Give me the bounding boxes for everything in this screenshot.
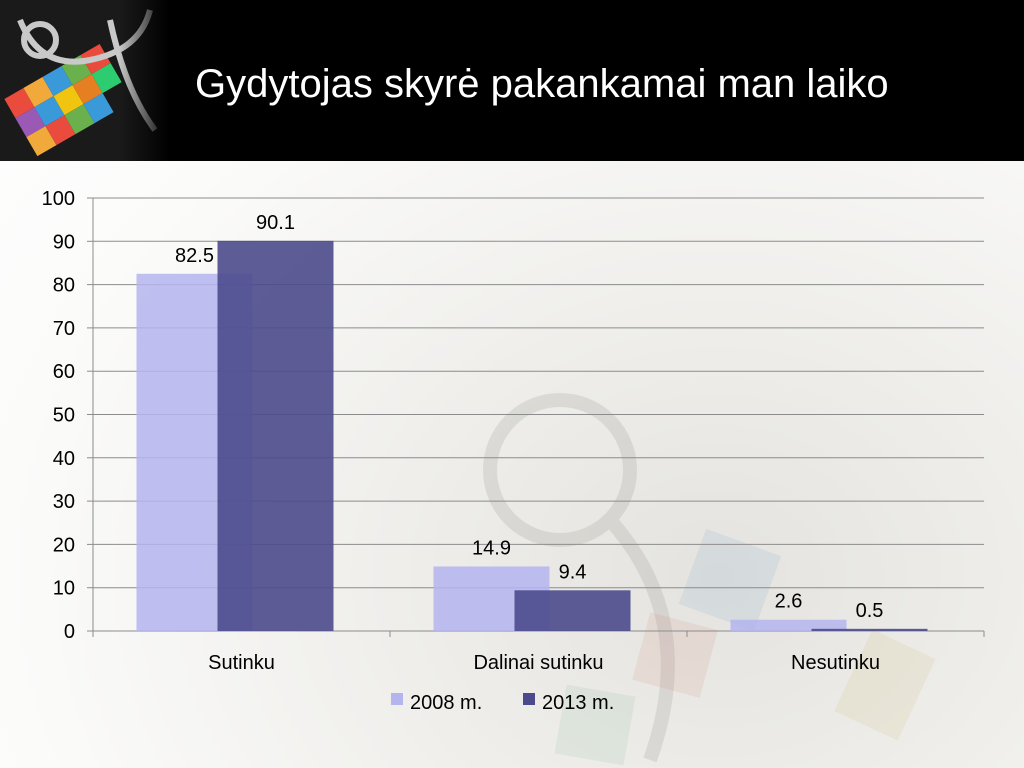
legend-swatch-2013 (523, 693, 535, 705)
y-tick-label: 40 (53, 448, 75, 470)
bars (136, 240, 928, 631)
data-label: 0.5 (856, 600, 884, 622)
legend: 2008 m. 2013 m. (391, 692, 614, 714)
y-tick-label: 0 (64, 621, 75, 643)
y-tick-label: 90 (53, 231, 75, 253)
y-tick-label: 60 (53, 361, 75, 383)
bar-2008-nesutinku (730, 619, 847, 631)
title-bar: Gydytojas skyrė pakankamai man laiko (0, 0, 1024, 161)
legend-swatch-2008 (391, 693, 403, 705)
data-labels: 82.5 90.1 14.9 9.4 2.6 0.5 (175, 212, 883, 622)
legend-label-2008: 2008 m. (410, 692, 482, 714)
data-label: 2.6 (775, 591, 803, 613)
x-category-label: Dalinai sutinku (473, 652, 603, 674)
y-tick-label: 50 (53, 405, 75, 427)
bar-2013-sutinku (217, 240, 334, 631)
x-category-label: Sutinku (208, 652, 275, 674)
data-label: 82.5 (175, 245, 214, 267)
bar-2013-nesutinku (811, 628, 928, 631)
y-tick-label: 80 (53, 275, 75, 297)
bar-2013-dalinai-sutinku (514, 590, 631, 631)
y-tick-label: 100 (42, 188, 75, 210)
y-tick-label: 30 (53, 491, 75, 513)
data-label: 90.1 (256, 212, 295, 234)
y-tick-label: 10 (53, 578, 75, 600)
data-label: 14.9 (472, 537, 511, 559)
data-label: 9.4 (559, 561, 587, 583)
y-tick-label: 70 (53, 318, 75, 340)
y-tick-label: 20 (53, 534, 75, 556)
stethoscope-image (0, 0, 170, 161)
x-category-label: Nesutinku (791, 652, 880, 674)
legend-label-2013: 2013 m. (542, 692, 614, 714)
slide-title: Gydytojas skyrė pakankamai man laiko (195, 62, 889, 106)
